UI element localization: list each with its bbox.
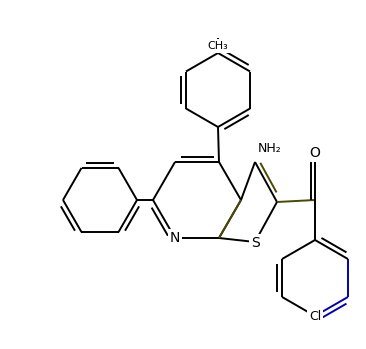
Text: O: O (310, 146, 321, 160)
Text: Cl: Cl (309, 310, 321, 322)
Text: S: S (251, 236, 259, 250)
Text: NH₂: NH₂ (258, 141, 282, 155)
Text: CH₃: CH₃ (208, 41, 228, 51)
Text: N: N (170, 231, 180, 245)
